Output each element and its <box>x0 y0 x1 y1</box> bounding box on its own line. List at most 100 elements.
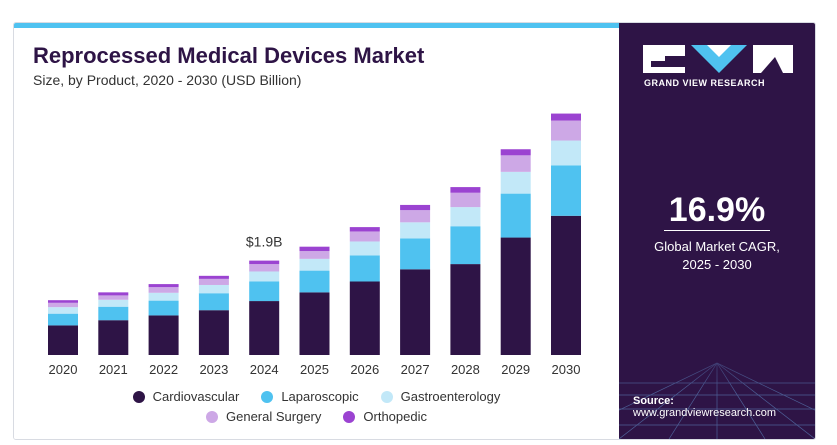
legend-item-orthopedic: Orthopedic <box>343 409 427 424</box>
bar-segment-2026-cardiovascular <box>349 281 380 355</box>
bar-segment-2030-general-surgery <box>551 120 581 141</box>
legend-swatch <box>343 410 356 423</box>
bar-segment-2030-cardiovascular <box>551 215 581 355</box>
bar-segment-2020-cardiovascular <box>48 325 78 355</box>
bar-segment-2027-orthopedic <box>400 204 431 211</box>
decorative-grid <box>619 323 815 439</box>
chart-card: Reprocessed Medical Devices Market Size,… <box>13 22 816 440</box>
cagr-label-line-1: Global Market CAGR, <box>654 239 780 254</box>
bar-segment-2026-laparoscopic <box>349 255 380 282</box>
x-tick-label: 2023 <box>199 362 228 377</box>
bar-segment-2030-gastroenterology <box>551 140 581 166</box>
x-tick-label: 2024 <box>250 362 279 377</box>
chart-title: Reprocessed Medical Devices Market <box>33 43 425 68</box>
bar-segment-2029-gastroenterology <box>500 171 531 194</box>
bar-segment-2020-gastroenterology <box>48 307 78 314</box>
bar-segment-2029-laparoscopic <box>500 193 531 238</box>
legend-label: General Surgery <box>226 409 322 424</box>
sidebar-panel: GRAND VIEW RESEARCH 16.9% Global Market … <box>619 23 815 439</box>
legend-swatch <box>206 410 218 423</box>
legend-item-laparoscopic: Laparoscopic <box>261 389 359 404</box>
bar-segment-2028-gastroenterology <box>450 207 481 227</box>
bar-segment-2020-general-surgery <box>48 302 78 308</box>
legend-swatch <box>132 390 145 403</box>
legend-swatch <box>380 390 393 403</box>
cagr-label-line-2: 2025 - 2030 <box>682 257 752 272</box>
legend-label: Cardiovascular <box>152 389 240 404</box>
bar-segment-2025-laparoscopic <box>299 270 330 293</box>
bar-segment-2022-laparoscopic <box>148 300 179 316</box>
source-url: www.grandviewresearch.com <box>633 407 777 419</box>
x-tick-label: 2028 <box>451 362 480 377</box>
chart-panel: Reprocessed Medical Devices Market Size,… <box>14 23 619 439</box>
bar-segment-2025-general-surgery <box>299 251 330 259</box>
bar-segment-2030-orthopedic <box>551 113 581 121</box>
legend-label: Orthopedic <box>363 409 427 424</box>
bar-segment-2022-orthopedic <box>148 284 179 288</box>
x-tick-label: 2027 <box>401 362 430 377</box>
bar-segment-2030-laparoscopic <box>551 165 581 216</box>
legend-label: Gastroenterology <box>400 389 501 404</box>
bar-segment-2029-cardiovascular <box>500 237 531 355</box>
bar-segment-2021-orthopedic <box>98 292 129 296</box>
bar-segment-2026-gastroenterology <box>349 241 380 256</box>
bar-segment-2029-orthopedic <box>500 149 531 156</box>
source-block: Source: www.grandviewresearch.com <box>633 395 776 419</box>
bar-segment-2027-laparoscopic <box>400 238 431 270</box>
bar-segment-2024-cardiovascular <box>249 301 280 355</box>
bar-segment-2020-orthopedic <box>48 300 78 303</box>
bar-segment-2021-laparoscopic <box>98 306 129 321</box>
bar-segment-2023-orthopedic <box>198 275 229 279</box>
legend-label: Laparoscopic <box>281 389 359 404</box>
accent-bar <box>14 23 619 28</box>
bar-segment-2023-gastroenterology <box>198 284 229 294</box>
bar-segment-2023-cardiovascular <box>198 310 229 355</box>
bar-segment-2028-cardiovascular <box>450 264 481 355</box>
x-tick-label: 2025 <box>300 362 329 377</box>
legend-row-1: Cardiovascular Laparoscopic Gastroenterolo… <box>14 389 619 404</box>
bar-segment-2025-orthopedic <box>299 246 330 252</box>
chart-subtitle: Size, by Product, 2020 - 2030 (USD Billi… <box>33 72 302 88</box>
bar-chart: 2020 2021 2022 2023 2024 $1.9B 2025 2026 2027 202… <box>48 113 581 377</box>
bar-segment-2024-gastroenterology <box>249 271 280 282</box>
x-tick-label: 2030 <box>552 362 581 377</box>
bar-segment-2021-gastroenterology <box>98 299 129 307</box>
bar-segment-2024-orthopedic <box>249 260 280 265</box>
bar-segment-2020-laparoscopic <box>48 313 78 326</box>
bar-segment-2021-general-surgery <box>98 295 129 300</box>
bar-segment-2023-laparoscopic <box>198 293 229 311</box>
bar-segment-2027-gastroenterology <box>400 222 431 239</box>
bar-segment-2024-general-surgery <box>249 264 280 272</box>
cagr-label: Global Market CAGR, 2025 - 2030 <box>619 238 815 274</box>
cagr-value: 16.9% <box>668 191 766 229</box>
x-tick-label: 2020 <box>49 362 78 377</box>
source-label: Source: <box>633 395 674 407</box>
bar-segment-2021-cardiovascular <box>98 320 129 355</box>
bar-segment-2025-gastroenterology <box>299 258 330 271</box>
cagr-divider <box>664 230 770 231</box>
legend-row-2: General Surgery Orthopedic <box>14 409 619 424</box>
bar-segment-2027-cardiovascular <box>400 269 431 355</box>
grand-view-research-logo <box>643 45 793 73</box>
bar-segment-2022-cardiovascular <box>148 315 179 355</box>
bar-segment-2025-cardiovascular <box>299 292 330 355</box>
bar-segment-2022-general-surgery <box>148 287 179 293</box>
bar-segment-2028-general-surgery <box>450 192 481 208</box>
bar-segment-2023-general-surgery <box>198 278 229 285</box>
bar-segment-2024-laparoscopic <box>249 281 280 302</box>
x-tick-label: 2029 <box>501 362 530 377</box>
legend-swatch <box>261 390 274 403</box>
bar-segment-2027-general-surgery <box>400 210 431 223</box>
legend-item-general-surgery: General Surgery <box>206 409 321 424</box>
legend-item-gastroenterology: Gastroenterology <box>380 389 501 404</box>
brand-name: GRAND VIEW RESEARCH <box>644 78 766 88</box>
data-label-annotation: $1.9B <box>246 234 283 250</box>
x-tick-label: 2021 <box>99 362 128 377</box>
legend-item-cardiovascular: Cardiovascular <box>132 389 240 404</box>
bar-segment-2026-orthopedic <box>349 227 380 232</box>
x-tick-label: 2022 <box>149 362 178 377</box>
bar-segment-2022-gastroenterology <box>148 292 179 301</box>
x-tick-label: 2026 <box>350 362 379 377</box>
bar-segment-2026-general-surgery <box>349 231 380 242</box>
bar-segment-2029-general-surgery <box>500 155 531 172</box>
